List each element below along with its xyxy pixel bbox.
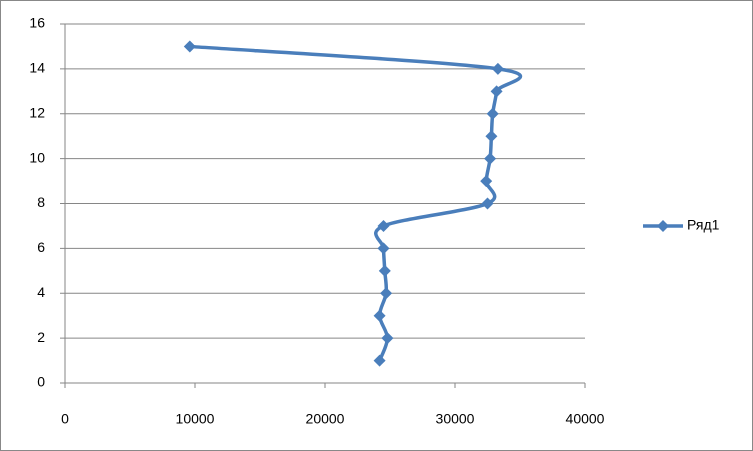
marker [373, 309, 386, 322]
y-tick-label: 14 [29, 60, 45, 76]
x-tick-label: 30000 [436, 411, 475, 427]
series-line [189, 44, 523, 362]
marker [183, 40, 196, 53]
marker [481, 197, 494, 210]
marker [480, 175, 493, 188]
x-tick-label: 40000 [566, 411, 605, 427]
y-tick-label: 4 [37, 284, 45, 300]
marker [484, 152, 497, 165]
marker [380, 287, 393, 300]
y-tick-label: 16 [29, 15, 45, 31]
marker [381, 332, 394, 345]
marker [491, 62, 504, 75]
x-tick-label: 10000 [176, 411, 215, 427]
marker [373, 354, 386, 367]
marker [377, 242, 390, 255]
x-tick-label: 20000 [306, 411, 345, 427]
y-tick-label: 0 [37, 374, 45, 390]
legend-label: Ряд1 [687, 217, 720, 233]
marker [486, 107, 499, 120]
marker [377, 219, 390, 232]
legend-marker [657, 220, 669, 232]
marker [378, 264, 391, 277]
marker [490, 85, 503, 98]
y-tick-label: 2 [37, 329, 45, 345]
y-tick-label: 12 [29, 104, 45, 120]
marker [485, 130, 498, 143]
y-tick-label: 6 [37, 239, 45, 255]
y-tick-label: 8 [37, 194, 45, 210]
x-tick-label: 0 [61, 411, 69, 427]
y-tick-label: 10 [29, 149, 45, 165]
